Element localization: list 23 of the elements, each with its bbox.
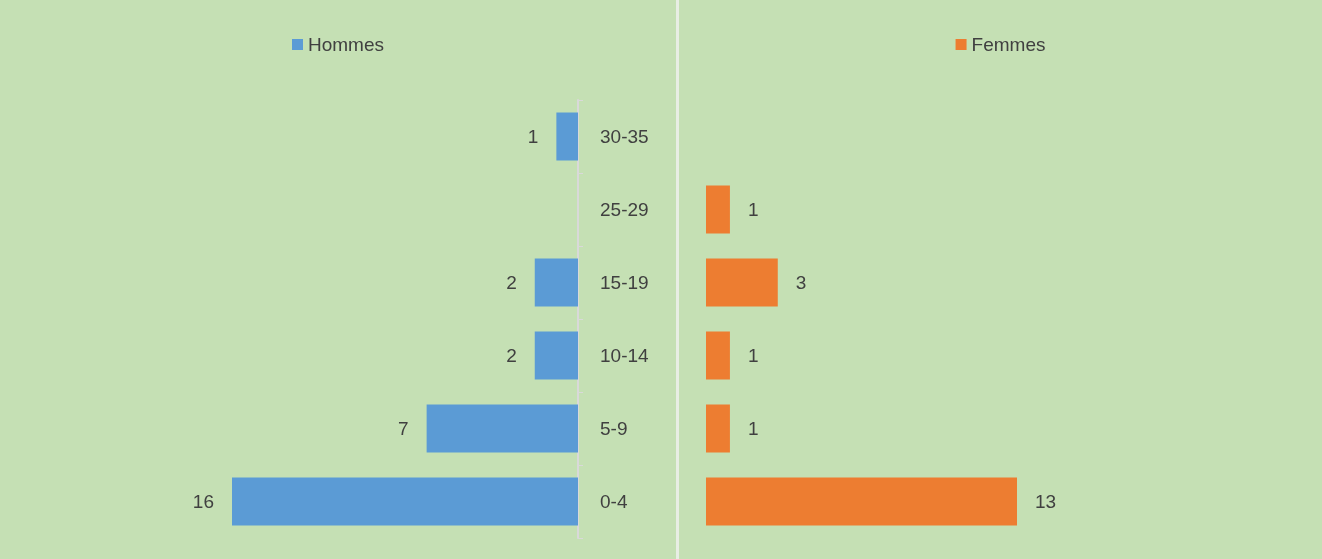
data-label: 1 [747,418,759,439]
y-tick-label: 15-19 [600,272,649,293]
data-label: 2 [506,272,517,293]
data-label: 1 [747,345,759,366]
y-tick-label: 0-4 [600,491,628,512]
y-tick-label: 30-35 [600,126,649,147]
data-label: 7 [398,418,409,439]
data-label: 13 [1035,491,1057,512]
data-label: 2 [506,345,517,366]
bar [556,112,578,161]
y-tick-label: 25-29 [600,199,649,220]
bar [534,258,578,307]
legend-label: Femmes [971,34,1046,55]
data-label: 16 [192,491,214,512]
bar [426,404,578,453]
y-tick-label: 5-9 [600,418,628,439]
data-label: 1 [527,126,539,147]
legend-label: Hommes [308,34,385,55]
data-label: 1 [747,199,759,220]
bar [232,477,578,526]
bar [534,331,578,380]
data-label: 3 [795,272,807,293]
y-tick-label: 10-14 [600,345,650,366]
